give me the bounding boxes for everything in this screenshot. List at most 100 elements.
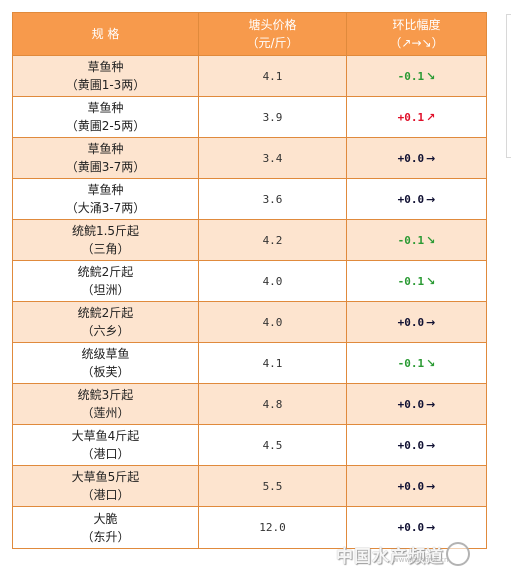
change-cell: +0.0 → xyxy=(346,301,487,343)
header-change-label: 环比幅度 xyxy=(392,18,441,32)
spec-name: 统鲩3斤起 xyxy=(77,388,134,402)
header-spec-label: 规 格 xyxy=(91,27,120,41)
spec-name: 统鲩2斤起 xyxy=(77,306,134,320)
header-price: 塘头价格 （元/斤） xyxy=(198,12,347,56)
trend-down-arrow-icon: ↘ xyxy=(426,69,436,83)
side-panel-edge xyxy=(506,14,511,158)
watermark-text: 中国水产频道 xyxy=(336,547,444,567)
price-cell: 3.9 xyxy=(198,96,347,138)
trend-flat-arrow-icon: → xyxy=(426,192,436,206)
spec-cell: 草鱼种 （黄圃2-5两） xyxy=(12,96,199,138)
spec-name: 大草鱼5斤起 xyxy=(71,470,140,484)
table-row: 草鱼种 （黄圃2-5两） 3.9 +0.1 ↗ xyxy=(12,96,487,138)
spec-name: 统鲩1.5斤起 xyxy=(71,224,140,238)
table-header: 规 格 塘头价格 （元/斤） 环比幅度 （↗→↘） xyxy=(12,12,487,56)
change-value: +0.0 xyxy=(397,151,425,165)
change-cell: +0.0 → xyxy=(346,506,487,549)
change-value: -0.1 xyxy=(397,233,425,247)
trend-down-arrow-icon: ↘ xyxy=(426,356,436,370)
change-cell: -0.1 ↘ xyxy=(346,342,487,384)
trend-flat-arrow-icon: → xyxy=(426,315,436,329)
header-change-legend: （↗→↘） xyxy=(389,36,444,50)
table-row: 大草鱼4斤起 （港口） 4.5 +0.0 → xyxy=(12,424,487,466)
header-spec: 规 格 xyxy=(12,12,199,56)
price-table: 规 格 塘头价格 （元/斤） 环比幅度 （↗→↘） 草鱼种 （黄圃1-3两） 4.1… xyxy=(12,12,487,549)
price-cell: 4.1 xyxy=(198,55,347,97)
watermark-logo: 中国水产频道 xyxy=(336,538,470,567)
spec-cell: 草鱼种 （黄圃1-3两） xyxy=(12,55,199,97)
spec-origin: （六乡） xyxy=(81,324,130,338)
price-cell: 12.0 xyxy=(198,506,347,549)
trend-down-arrow-icon: ↘ xyxy=(426,233,436,247)
table-body: 草鱼种 （黄圃1-3两） 4.1 -0.1 ↘ 草鱼种 （黄圃2-5两） 3.9 +0.1 ↗ 草鱼… xyxy=(12,55,487,549)
change-value: +0.1 xyxy=(397,110,425,124)
price-cell: 4.0 xyxy=(198,260,347,302)
price-cell: 4.1 xyxy=(198,342,347,384)
table-row: 统鲩3斤起 （莲州） 4.8 +0.0 → xyxy=(12,383,487,425)
price-cell: 4.5 xyxy=(198,424,347,466)
spec-origin: （坦洲） xyxy=(81,283,130,297)
spec-name: 草鱼种 xyxy=(87,142,124,156)
change-cell: +0.0 → xyxy=(346,137,487,179)
watermark-emblem-icon xyxy=(446,542,470,566)
price-cell: 5.5 xyxy=(198,465,347,507)
change-value: +0.0 xyxy=(397,315,425,329)
spec-origin: （港口） xyxy=(81,447,130,461)
table-row: 统鲩2斤起 （坦洲） 4.0 -0.1 ↘ xyxy=(12,260,487,302)
change-value: +0.0 xyxy=(397,438,425,452)
price-cell: 4.2 xyxy=(198,219,347,261)
spec-name: 统鲩2斤起 xyxy=(77,265,134,279)
price-cell: 3.4 xyxy=(198,137,347,179)
table-row: 大脆 （东升） 12.0 +0.0 → xyxy=(12,506,487,549)
table-row: 草鱼种 （黄圃3-7两） 3.4 +0.0 → xyxy=(12,137,487,179)
price-cell: 4.0 xyxy=(198,301,347,343)
spec-name: 统级草鱼 xyxy=(81,347,130,361)
change-value: +0.0 xyxy=(397,521,425,534)
spec-origin: （黄圃1-3两） xyxy=(65,78,146,92)
change-value: +0.0 xyxy=(397,479,425,493)
spec-cell: 统鲩2斤起 （坦洲） xyxy=(12,260,199,302)
table-row: 草鱼种 （大涌3-7两） 3.6 +0.0 → xyxy=(12,178,487,220)
price-cell: 3.6 xyxy=(198,178,347,220)
spec-cell: 统级草鱼 （板芙） xyxy=(12,342,199,384)
spec-origin: （板芙） xyxy=(81,365,130,379)
change-cell: -0.1 ↘ xyxy=(346,219,487,261)
spec-name: 大脆 xyxy=(93,511,118,526)
spec-name: 草鱼种 xyxy=(87,101,124,115)
table-row: 大草鱼5斤起 （港口） 5.5 +0.0 → xyxy=(12,465,487,507)
table-row: 统级草鱼 （板芙） 4.1 -0.1 ↘ xyxy=(12,342,487,384)
trend-up-arrow-icon: ↗ xyxy=(426,110,436,124)
spec-origin: （莲州） xyxy=(81,406,130,420)
trend-down-arrow-icon: ↘ xyxy=(426,274,436,288)
trend-flat-arrow-icon: → xyxy=(426,151,436,165)
change-cell: +0.0 → xyxy=(346,465,487,507)
spec-name: 草鱼种 xyxy=(87,183,124,197)
spec-cell: 统鲩3斤起 （莲州） xyxy=(12,383,199,425)
trend-flat-arrow-icon: → xyxy=(426,438,436,452)
table-row: 统鲩1.5斤起 （三角） 4.2 -0.1 ↘ xyxy=(12,219,487,261)
table-row: 统鲩2斤起 （六乡） 4.0 +0.0 → xyxy=(12,301,487,343)
trend-flat-arrow-icon: → xyxy=(426,479,436,493)
spec-origin: （东升） xyxy=(81,529,130,544)
change-cell: -0.1 ↘ xyxy=(346,55,487,97)
spec-name: 大草鱼4斤起 xyxy=(71,429,140,443)
spec-origin: （黄圃3-7两） xyxy=(65,160,146,174)
change-value: +0.0 xyxy=(397,192,425,206)
spec-cell: 大草鱼5斤起 （港口） xyxy=(12,465,199,507)
header-row: 规 格 塘头价格 （元/斤） 环比幅度 （↗→↘） xyxy=(12,12,487,56)
change-value: -0.1 xyxy=(397,69,425,83)
spec-name: 草鱼种 xyxy=(87,60,124,74)
trend-flat-arrow-icon: → xyxy=(426,521,436,534)
spec-cell: 草鱼种 （大涌3-7两） xyxy=(12,178,199,220)
header-price-label: 塘头价格 xyxy=(248,18,297,32)
spec-cell: 大脆 （东升） xyxy=(12,506,199,549)
change-value: +0.0 xyxy=(397,397,425,411)
price-cell: 4.8 xyxy=(198,383,347,425)
spec-cell: 统鲩2斤起 （六乡） xyxy=(12,301,199,343)
change-value: -0.1 xyxy=(397,356,425,370)
change-cell: +0.1 ↗ xyxy=(346,96,487,138)
spec-cell: 统鲩1.5斤起 （三角） xyxy=(12,219,199,261)
change-value: -0.1 xyxy=(397,274,425,288)
spec-cell: 大草鱼4斤起 （港口） xyxy=(12,424,199,466)
header-change: 环比幅度 （↗→↘） xyxy=(346,12,487,56)
